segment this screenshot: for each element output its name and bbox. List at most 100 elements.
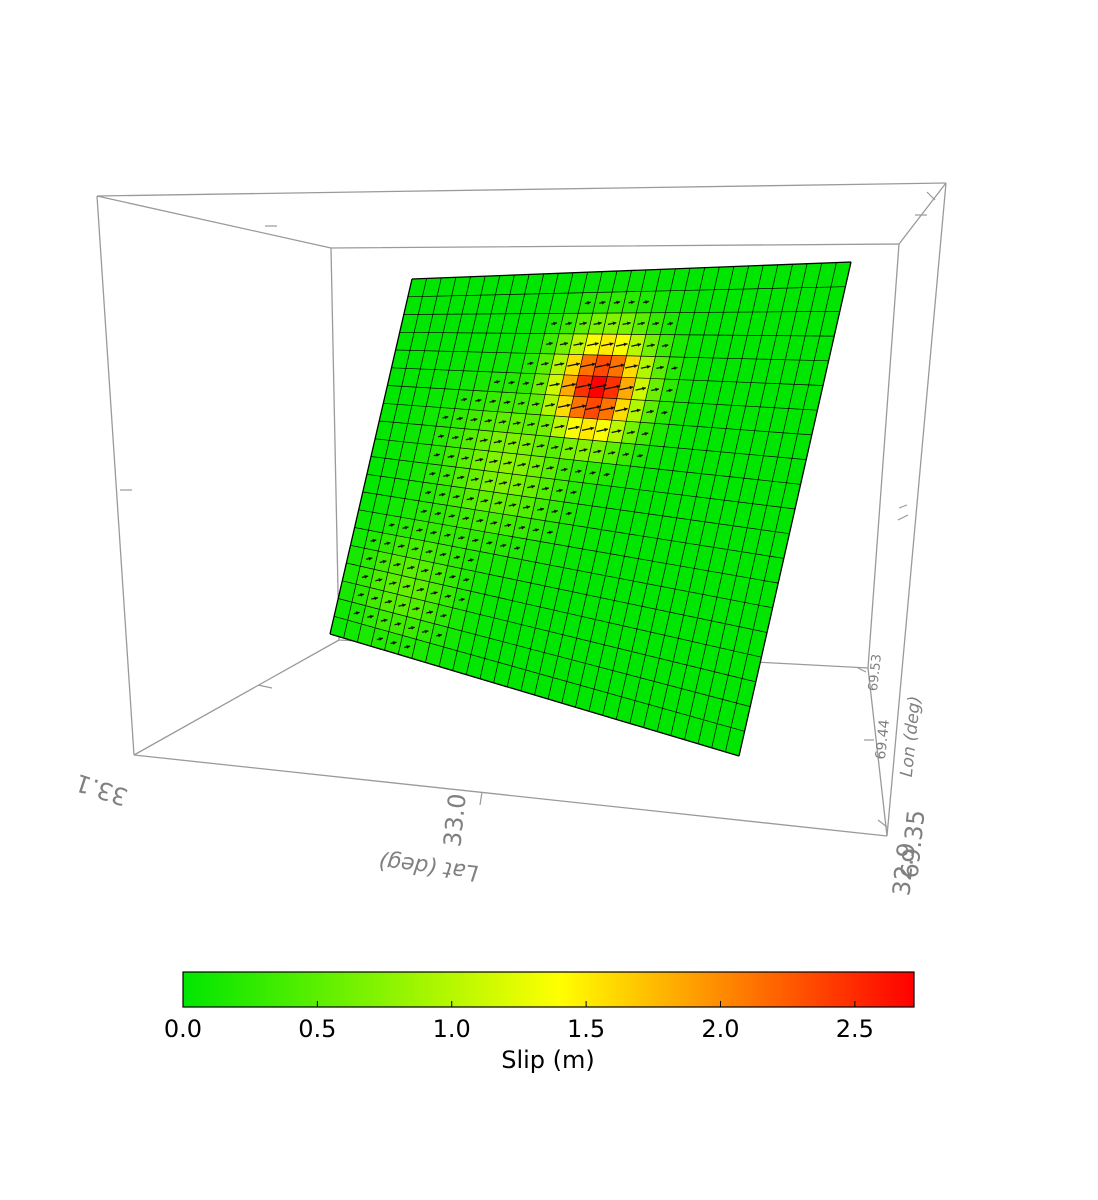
- slip-vector: [434, 571, 443, 576]
- slip-vector: [554, 362, 565, 366]
- slip-vector: [593, 321, 602, 326]
- slip-vector: [637, 321, 645, 326]
- slip-vector: [651, 387, 660, 392]
- box-edge-top-left: [96, 195, 332, 249]
- slip-vector: [631, 343, 642, 347]
- fault-grid-lines: [329, 261, 852, 757]
- box-tick: [877, 819, 888, 828]
- slip-vector: [536, 382, 545, 386]
- slip-vector: [384, 541, 391, 546]
- slip-vector: [361, 574, 369, 579]
- slip-vector: [465, 437, 474, 441]
- box-tick: [479, 791, 483, 806]
- grid-line-strike: [379, 420, 807, 460]
- slip-vector: [451, 435, 459, 440]
- colorbar-tick-label: 0.0: [164, 1015, 202, 1043]
- slip-vector: [439, 552, 447, 557]
- slip-vector: [541, 423, 550, 428]
- lon-tick-label-2: 69.44: [873, 719, 893, 761]
- slip-vector: [579, 321, 587, 326]
- slip-vector: [541, 361, 549, 366]
- slip-vector: [458, 536, 465, 540]
- slip-vector: [517, 401, 525, 406]
- slip-vector: [421, 629, 429, 634]
- box-edge-bottom-right: [867, 667, 888, 837]
- lon-axis-title: Lon (deg): [897, 695, 925, 778]
- box-tick: [926, 191, 936, 201]
- slip-vector: [667, 321, 674, 326]
- slip-vector: [570, 490, 577, 495]
- slip-vector: [578, 448, 588, 452]
- lat-tick-label-2: 33.0: [438, 792, 471, 848]
- slip-vector: [442, 415, 449, 420]
- colorbar: 0.0 0.5 1.0 1.5 2.0 2.5 Slip (m): [164, 971, 915, 1074]
- slip-vector: [512, 421, 521, 426]
- slip-vector: [584, 301, 591, 305]
- slip-vector: [370, 538, 377, 543]
- slip-vector: [489, 399, 497, 404]
- slip-vector: [527, 484, 536, 489]
- slip-vector: [642, 300, 650, 304]
- slip-vector: [406, 565, 415, 570]
- grid-line-strike: [342, 580, 756, 683]
- slip-vector: [438, 492, 446, 497]
- slip-vector: [384, 599, 393, 604]
- fault-plane: [329, 261, 852, 757]
- slip-vector: [551, 321, 558, 326]
- slip-vector: [484, 419, 492, 423]
- slip-vector: [425, 490, 432, 495]
- slip-vector: [440, 614, 447, 618]
- slip-vector: [559, 341, 569, 346]
- slip-vector: [652, 321, 660, 326]
- colorbar-tick-label: 2.5: [836, 1015, 874, 1043]
- grid-line-strike: [403, 311, 840, 315]
- slip-vector: [388, 581, 397, 586]
- slip-vector: [448, 514, 456, 518]
- slip-vector: [467, 558, 474, 563]
- slip-vector: [376, 637, 383, 641]
- slip-vector: [527, 361, 534, 366]
- slip-vector: [443, 473, 450, 478]
- slip-vector: [646, 343, 655, 348]
- slip-vector: [589, 471, 596, 475]
- slip-vector: [556, 488, 563, 493]
- slip-vector: [353, 611, 360, 615]
- slip-vector: [661, 410, 668, 415]
- colorbar-gradient: [182, 971, 915, 1008]
- grid-line-strike: [366, 473, 790, 535]
- slip-vector: [503, 461, 512, 465]
- slip-vector: [549, 382, 560, 387]
- slip-vector: [640, 365, 651, 369]
- slip-vector: [656, 365, 664, 370]
- grid-line-strike: [375, 438, 801, 485]
- slip-vector: [666, 388, 673, 393]
- slip-vector: [493, 439, 503, 444]
- slip-vector: [453, 555, 461, 560]
- box-tick: [897, 514, 909, 521]
- slip-vector: [646, 409, 654, 414]
- slip-vector: [588, 383, 607, 390]
- slip-vector: [630, 408, 641, 413]
- slip-vector: [603, 384, 621, 390]
- slip-vector: [635, 386, 647, 391]
- slip-vector: [433, 453, 440, 457]
- slip-vector: [367, 614, 374, 619]
- slip-vector: [402, 525, 409, 530]
- slip-vector: [580, 362, 596, 368]
- slip-vector: [461, 397, 468, 402]
- slip-vector: [408, 626, 415, 630]
- slip-vector: [601, 342, 614, 347]
- slip-vector: [619, 385, 634, 391]
- slip-vector: [564, 446, 574, 451]
- slip-vector: [581, 426, 595, 432]
- lon-axis: 69.35 69.44 69.53 Lon (deg): [866, 653, 930, 879]
- slip-vector: [599, 406, 615, 412]
- slip-vector: [560, 467, 568, 472]
- slip-vector: [475, 398, 482, 403]
- grid-line-strike: [387, 385, 818, 411]
- slip-vector: [430, 591, 438, 595]
- slip-vector: [380, 618, 388, 623]
- grid-line-strike: [383, 402, 812, 436]
- slip-vectors: [353, 300, 678, 649]
- slip-vector: [518, 525, 526, 530]
